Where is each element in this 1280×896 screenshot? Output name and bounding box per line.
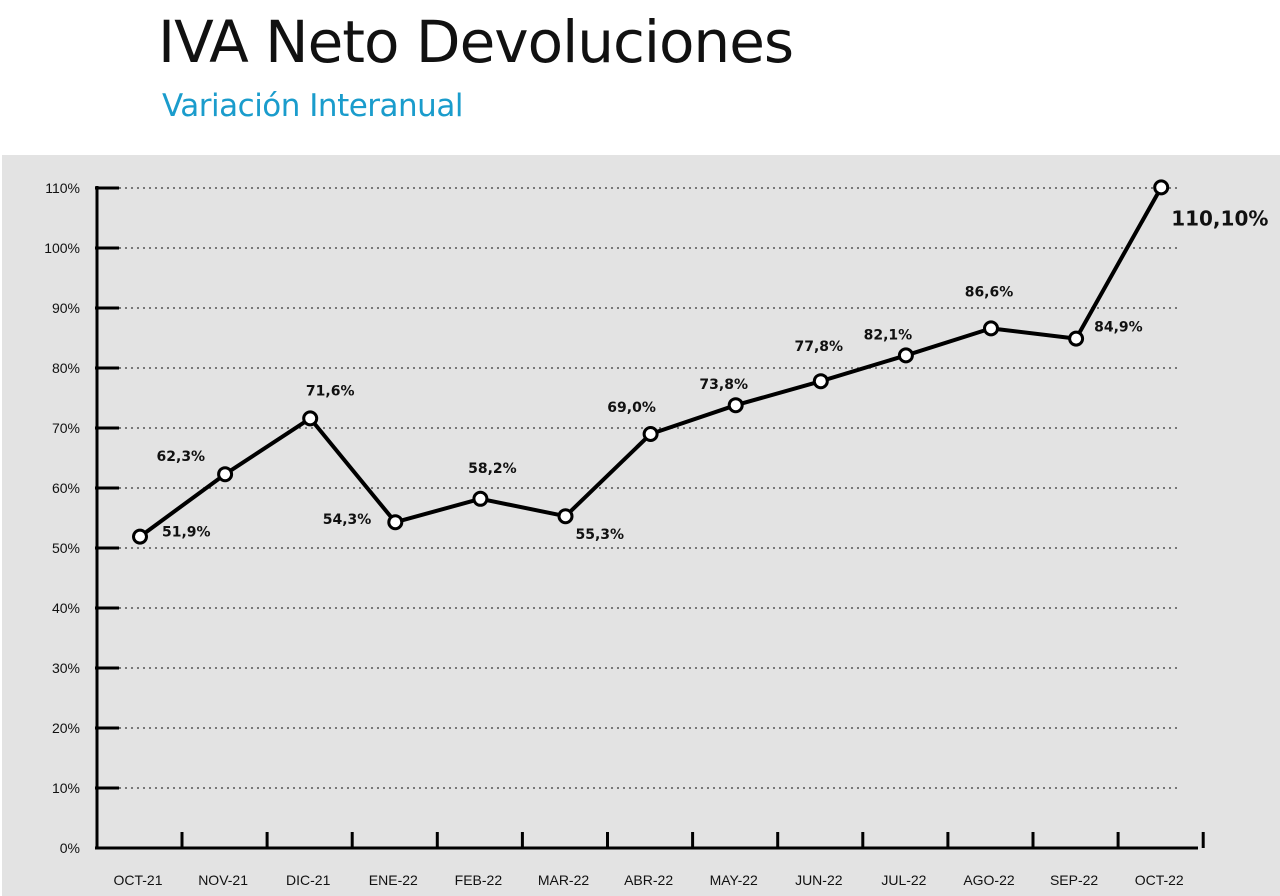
chart-title: IVA Neto Devoluciones — [158, 8, 794, 76]
data-label: 86,6% — [965, 284, 1014, 300]
x-tick-label: DIC-21 — [286, 872, 331, 888]
chart-subtitle: Variación Interanual — [162, 88, 463, 124]
x-axis-tick-labels: OCT-21 NOV-21 DIC-21 ENE-22 FEB-22 MAR-22 ABR-… — [113, 872, 1183, 888]
data-point-marker — [897, 347, 914, 364]
data-point-marker — [1068, 330, 1085, 347]
grid-lines — [119, 187, 1178, 789]
x-tick-label: OCT-22 — [1135, 872, 1184, 888]
data-point-marker — [642, 426, 659, 442]
y-tick-label: 50% — [52, 540, 80, 556]
y-tick-label: 0% — [60, 840, 80, 856]
y-tick-label: 110% — [45, 180, 80, 196]
data-point-marker — [217, 466, 234, 483]
x-tick-label: JUL-22 — [881, 872, 926, 888]
x-tick-label: JUN-22 — [795, 872, 843, 888]
x-tick-label: NOV-21 — [198, 872, 248, 888]
x-tick-label: FEB-22 — [455, 872, 503, 888]
y-tick-label: 40% — [52, 600, 80, 616]
y-tick-label: 70% — [52, 420, 80, 436]
x-tick-label: ABR-22 — [624, 872, 673, 888]
data-point-marker — [812, 373, 829, 390]
data-labels: 51,9% 62,3% 71,6% 54,3% 58,2% 55,3% 69,0% 73,8%… — [157, 206, 1269, 543]
series-line — [138, 186, 1163, 539]
data-label: 84,9% — [1094, 320, 1143, 336]
data-point-marker — [557, 508, 574, 525]
data-label: 69,0% — [607, 400, 656, 416]
chart-panel — [2, 155, 1280, 896]
data-label: 54,3% — [323, 512, 372, 528]
data-point-marker — [132, 528, 148, 545]
y-axis-tick-labels: 0% 10% 20% 30% 40% 50% 60% 70% 80% 90% 100% 110% — [44, 180, 80, 856]
data-point-marker — [302, 410, 319, 427]
x-tick-label: MAR-22 — [538, 872, 590, 888]
data-label: 62,3% — [157, 449, 206, 465]
y-tick-label: 60% — [52, 480, 80, 496]
y-tick-label: 10% — [52, 780, 80, 796]
data-label: 58,2% — [468, 461, 517, 477]
y-tick-label: 30% — [52, 660, 80, 676]
data-label: 110,10% — [1171, 206, 1268, 230]
data-label: 51,9% — [162, 525, 211, 541]
data-point-marker — [472, 490, 489, 507]
y-tick-label: 80% — [52, 360, 80, 376]
x-tick-label: ENE-22 — [369, 872, 418, 888]
data-label: 73,8% — [699, 377, 748, 393]
x-tick-label: AGO-22 — [963, 872, 1015, 888]
y-tick-label: 20% — [52, 720, 80, 736]
series-line-group — [132, 179, 1170, 545]
y-tick-label: 100% — [44, 240, 80, 256]
data-point-marker — [727, 397, 744, 414]
x-tick-label: OCT-21 — [113, 872, 162, 888]
axes — [95, 186, 1205, 850]
data-label: 55,3% — [576, 527, 625, 543]
data-label: 82,1% — [864, 327, 913, 343]
data-point-marker — [387, 514, 404, 531]
y-tick-label: 90% — [52, 300, 80, 316]
data-point-marker — [983, 320, 999, 337]
x-tick-label: MAY-22 — [710, 872, 758, 888]
x-tick-label: SEP-22 — [1050, 872, 1098, 888]
data-label: 77,8% — [795, 339, 844, 355]
data-point-marker — [1153, 179, 1170, 196]
data-label: 71,6% — [306, 383, 355, 399]
